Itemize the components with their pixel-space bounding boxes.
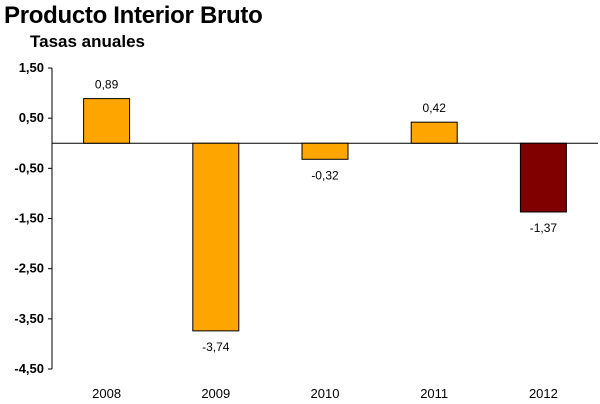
bar-2011 [410, 121, 458, 144]
data-label-2009: -3,74 [202, 340, 230, 354]
x-tick-label-2010: 2010 [311, 386, 340, 401]
chart-title: Producto Interior Bruto [4, 2, 263, 29]
y-tick-label: -1,50 [14, 211, 44, 226]
y-tick-label: 1,50 [19, 60, 44, 75]
y-tick-label: -3,50 [14, 311, 44, 326]
x-tick-label-2012: 2012 [529, 386, 558, 401]
x-tick-label-2011: 2011 [420, 386, 448, 401]
chart-subtitle: Tasas anuales [30, 32, 145, 51]
y-tick-label: -0,50 [14, 160, 44, 175]
data-label-2008: 0,89 [95, 78, 119, 92]
bar-2009 [192, 142, 240, 332]
y-tick-label: 0,50 [19, 110, 44, 125]
data-label-2011: 0,42 [423, 101, 447, 115]
bar-2012 [519, 142, 567, 213]
x-tick-label-2009: 2009 [201, 386, 230, 401]
data-label-2012: -1,37 [530, 221, 558, 235]
bar-2010 [301, 142, 349, 160]
y-tick-label: -4,50 [14, 361, 44, 376]
data-label-2010: -0,32 [311, 168, 339, 182]
x-tick-label-2008: 2008 [92, 386, 121, 401]
y-tick-label: -2,50 [14, 261, 44, 276]
bar-2008 [83, 98, 131, 144]
